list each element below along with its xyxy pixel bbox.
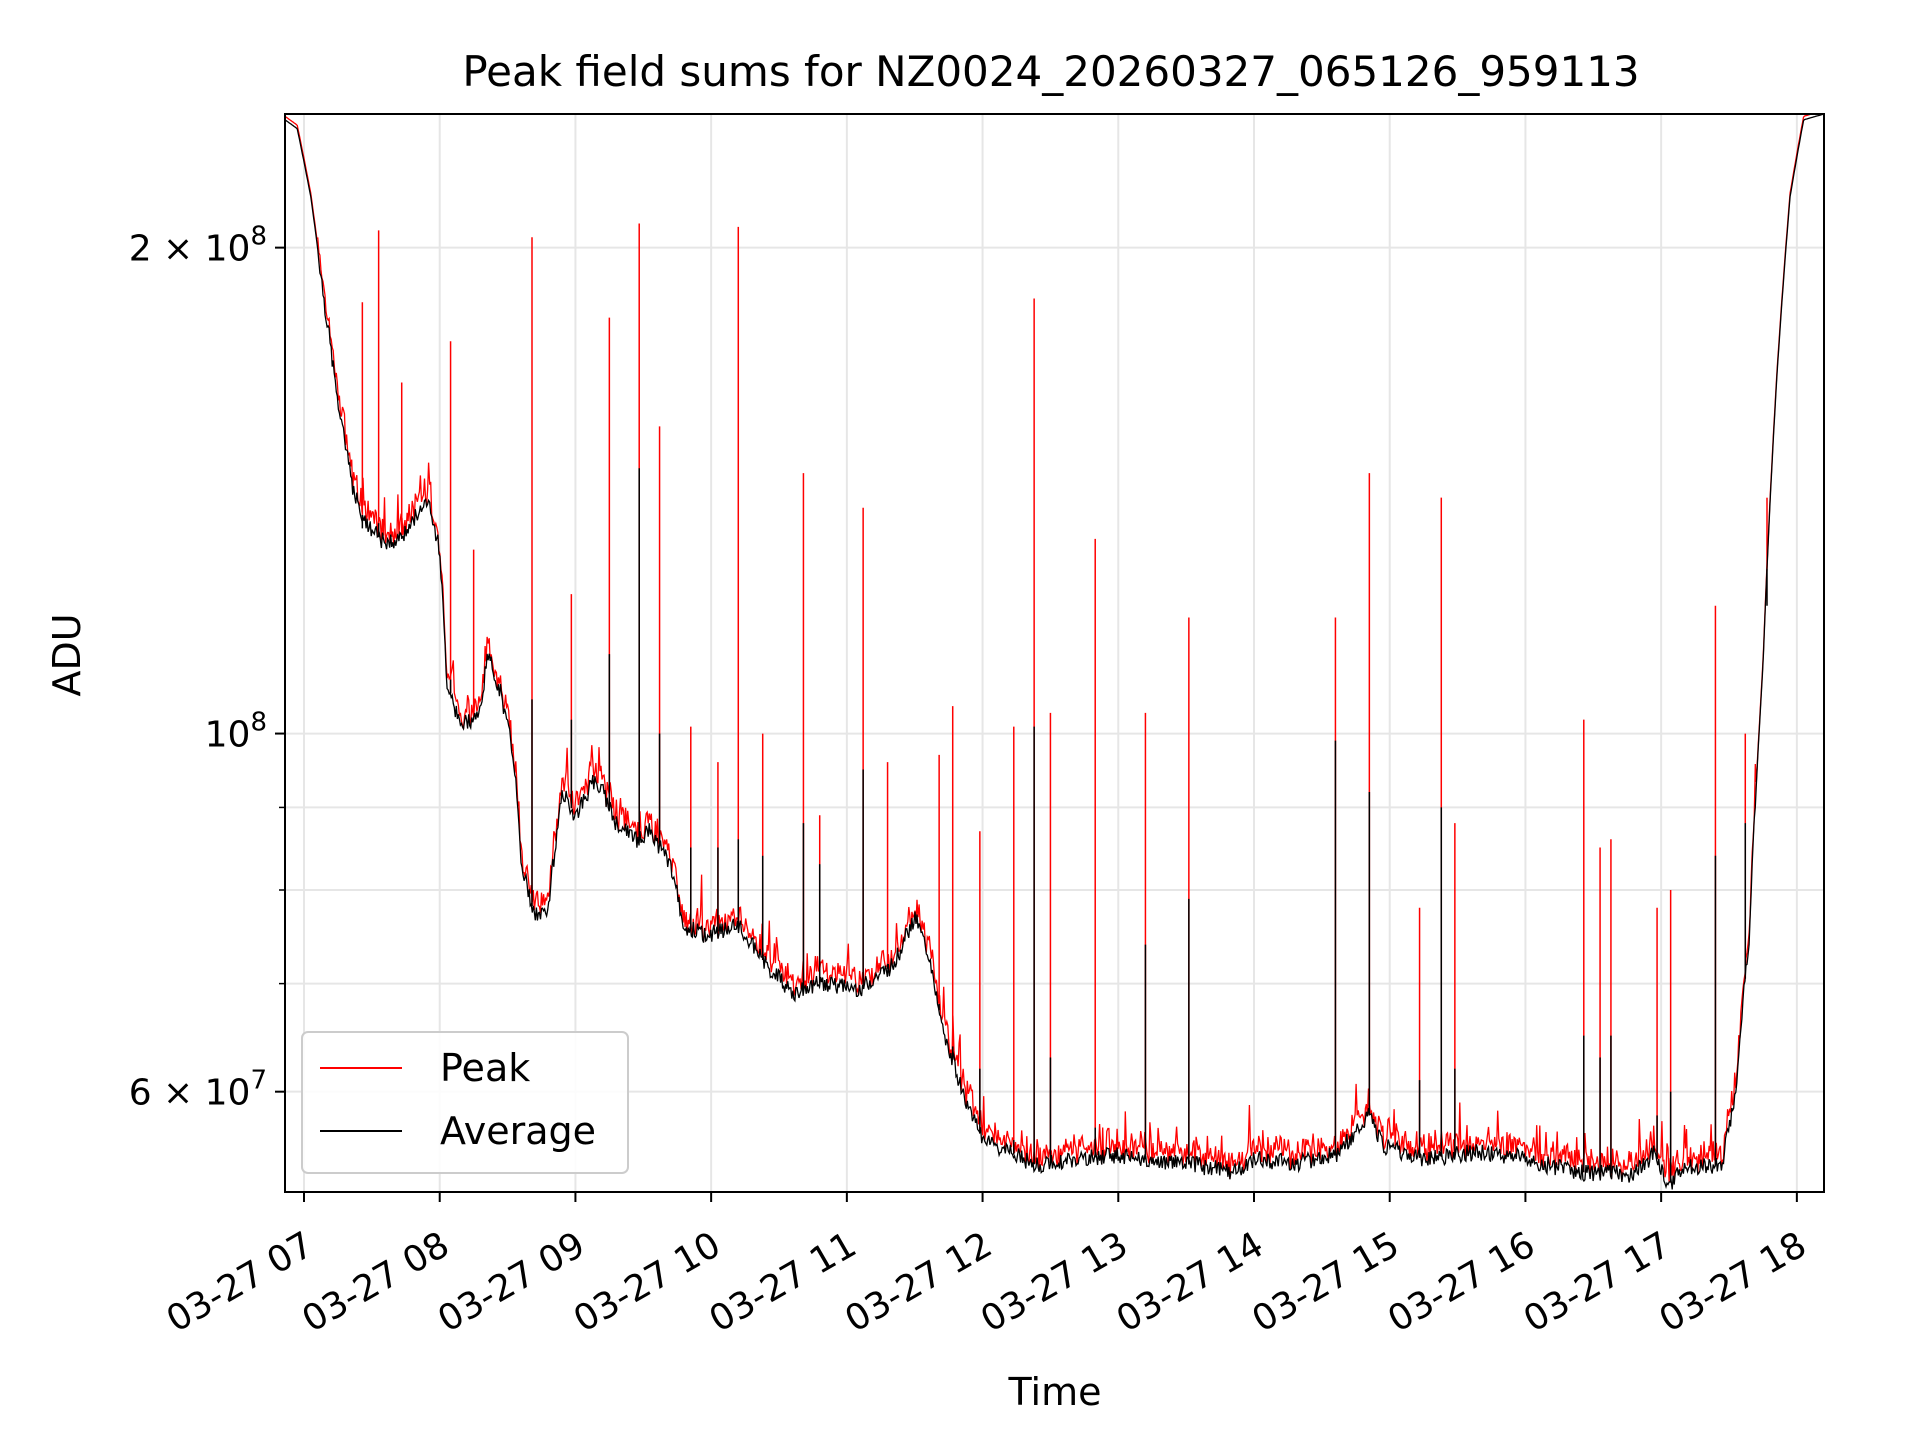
legend-label-peak: Peak: [440, 1046, 530, 1090]
y-tick-label: 108: [205, 708, 267, 756]
x-tick-label: 03-27 14: [1110, 1224, 1271, 1340]
x-tick-label: 03-27 12: [838, 1224, 999, 1340]
x-tick-label: 03-27 13: [974, 1224, 1135, 1340]
x-tick-label: 03-27 08: [296, 1224, 457, 1340]
x-tick-label: 03-27 16: [1381, 1224, 1542, 1340]
x-tick-label: 03-27 11: [703, 1224, 864, 1340]
x-tick-label: 03-27 09: [431, 1224, 592, 1340]
y-axis-label: ADU: [45, 613, 89, 696]
legend-label-average: Average: [440, 1109, 596, 1153]
x-axis-label: Time: [1008, 1370, 1102, 1414]
x-tick-label: 03-27 10: [567, 1224, 728, 1340]
x-tick-label: 03-27 15: [1246, 1224, 1407, 1340]
legend: Peak Average: [301, 1031, 629, 1174]
x-tick-label: 03-27 18: [1653, 1224, 1814, 1340]
y-tick-label: 6 × 107: [129, 1066, 267, 1114]
series-line-peak: [284, 113, 1824, 1183]
y-major-ticks: 6 × 107 108 2 × 108: [129, 222, 285, 1114]
x-tick-label: 03-27 17: [1517, 1224, 1678, 1340]
grid-lines: [285, 114, 1824, 1192]
average-spikes: [361, 468, 1768, 1183]
x-tick-label: 03-27 07: [160, 1224, 321, 1340]
plot-frame: [284, 113, 1825, 1193]
chart-title: Peak field sums for NZ0024_20260327_0651…: [462, 47, 1639, 96]
series-line-average: [284, 113, 1825, 1190]
plot-area: [284, 113, 1825, 1190]
y-tick-label: 2 × 108: [129, 222, 267, 270]
